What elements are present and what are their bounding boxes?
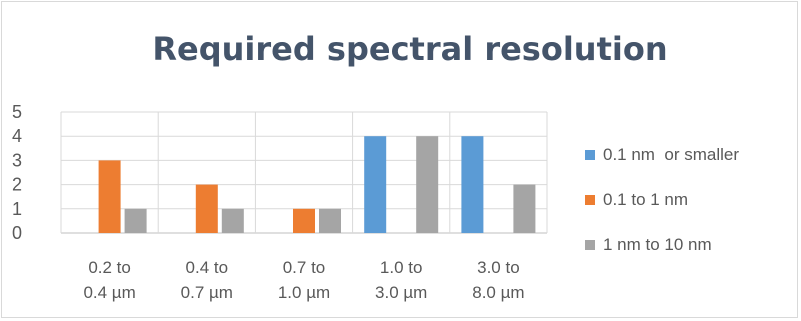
x-tick-label: 3.0 to 8.0 µm <box>472 258 524 302</box>
bar <box>461 136 484 233</box>
legend-label: 0.1 nm or smaller <box>603 145 740 164</box>
x-tick-label: 0.2 to 0.4 µm <box>83 258 135 302</box>
x-tick-label: 0.4 to 0.7 µm <box>181 258 233 302</box>
chart-legend: 0.1 nm or smaller 0.1 to 1 nm 1 nm to 10 n… <box>585 144 739 279</box>
y-tick-label: 3 <box>12 150 22 170</box>
bar <box>124 208 147 233</box>
bar <box>195 184 218 233</box>
legend-item: 1 nm to 10 nm <box>585 234 739 256</box>
legend-swatch <box>585 195 595 205</box>
bar <box>98 160 121 233</box>
y-tick-label: 1 <box>12 199 22 219</box>
legend-swatch <box>585 150 595 160</box>
y-tick-label: 2 <box>12 175 22 195</box>
legend-swatch <box>585 240 595 250</box>
y-tick-label: 4 <box>12 126 22 146</box>
legend-label: 0.1 to 1 nm <box>603 190 689 209</box>
legend-item: 0.1 nm or smaller <box>585 144 739 166</box>
bar <box>319 208 341 233</box>
chart-title: Required spectral resolution <box>152 30 668 68</box>
bar <box>293 208 315 233</box>
x-tick-label: 0.7 to 1.0 µm <box>278 258 330 302</box>
y-tick-label: 0 <box>12 223 22 243</box>
y-tick-label: 5 <box>12 102 22 122</box>
bar <box>513 184 536 233</box>
bar <box>364 136 387 233</box>
x-tick-label: 1.0 to 3.0 µm <box>375 258 427 302</box>
bar <box>221 208 244 233</box>
legend-label: 1 nm to 10 nm <box>603 235 712 254</box>
legend-item: 0.1 to 1 nm <box>585 189 739 211</box>
bar <box>416 136 439 233</box>
